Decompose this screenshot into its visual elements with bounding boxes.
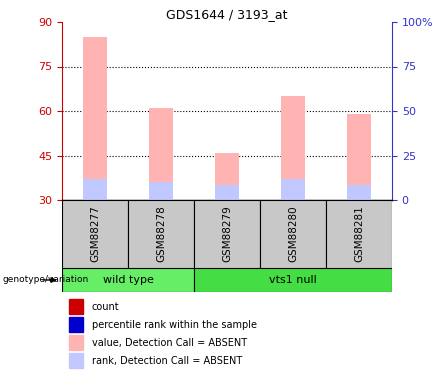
Bar (281, 96, 304, 200)
Bar (281, 179, 304, 200)
Text: percentile rank within the sample: percentile rank within the sample (92, 320, 257, 330)
Text: GSM88280: GSM88280 (288, 206, 298, 262)
Text: GSM88277: GSM88277 (90, 206, 100, 262)
Bar (260, 200, 326, 268)
Bar (216, 153, 239, 200)
Bar (68, 299, 84, 314)
Title: GDS1644 / 3193_at: GDS1644 / 3193_at (166, 8, 288, 21)
Text: GSM88278: GSM88278 (156, 206, 166, 262)
Text: value, Detection Call = ABSENT: value, Detection Call = ABSENT (92, 338, 247, 348)
Bar (347, 114, 371, 200)
Bar (68, 335, 84, 350)
Bar (128, 200, 194, 268)
Text: GSM88281: GSM88281 (354, 206, 364, 262)
Bar (326, 200, 392, 268)
Bar (347, 185, 371, 200)
Bar (84, 37, 107, 200)
Text: vts1 null: vts1 null (269, 275, 317, 285)
Bar (84, 179, 107, 200)
Bar (194, 268, 392, 292)
Bar (149, 108, 172, 200)
Text: wild type: wild type (103, 275, 153, 285)
Bar (216, 185, 239, 200)
Bar (149, 182, 172, 200)
Bar (194, 200, 260, 268)
Text: count: count (92, 302, 120, 312)
Bar (68, 353, 84, 368)
Text: genotype/variation: genotype/variation (2, 276, 88, 285)
Bar (62, 200, 128, 268)
Bar (62, 268, 194, 292)
Text: rank, Detection Call = ABSENT: rank, Detection Call = ABSENT (92, 356, 242, 366)
Bar (68, 317, 84, 332)
Text: GSM88279: GSM88279 (222, 206, 232, 262)
